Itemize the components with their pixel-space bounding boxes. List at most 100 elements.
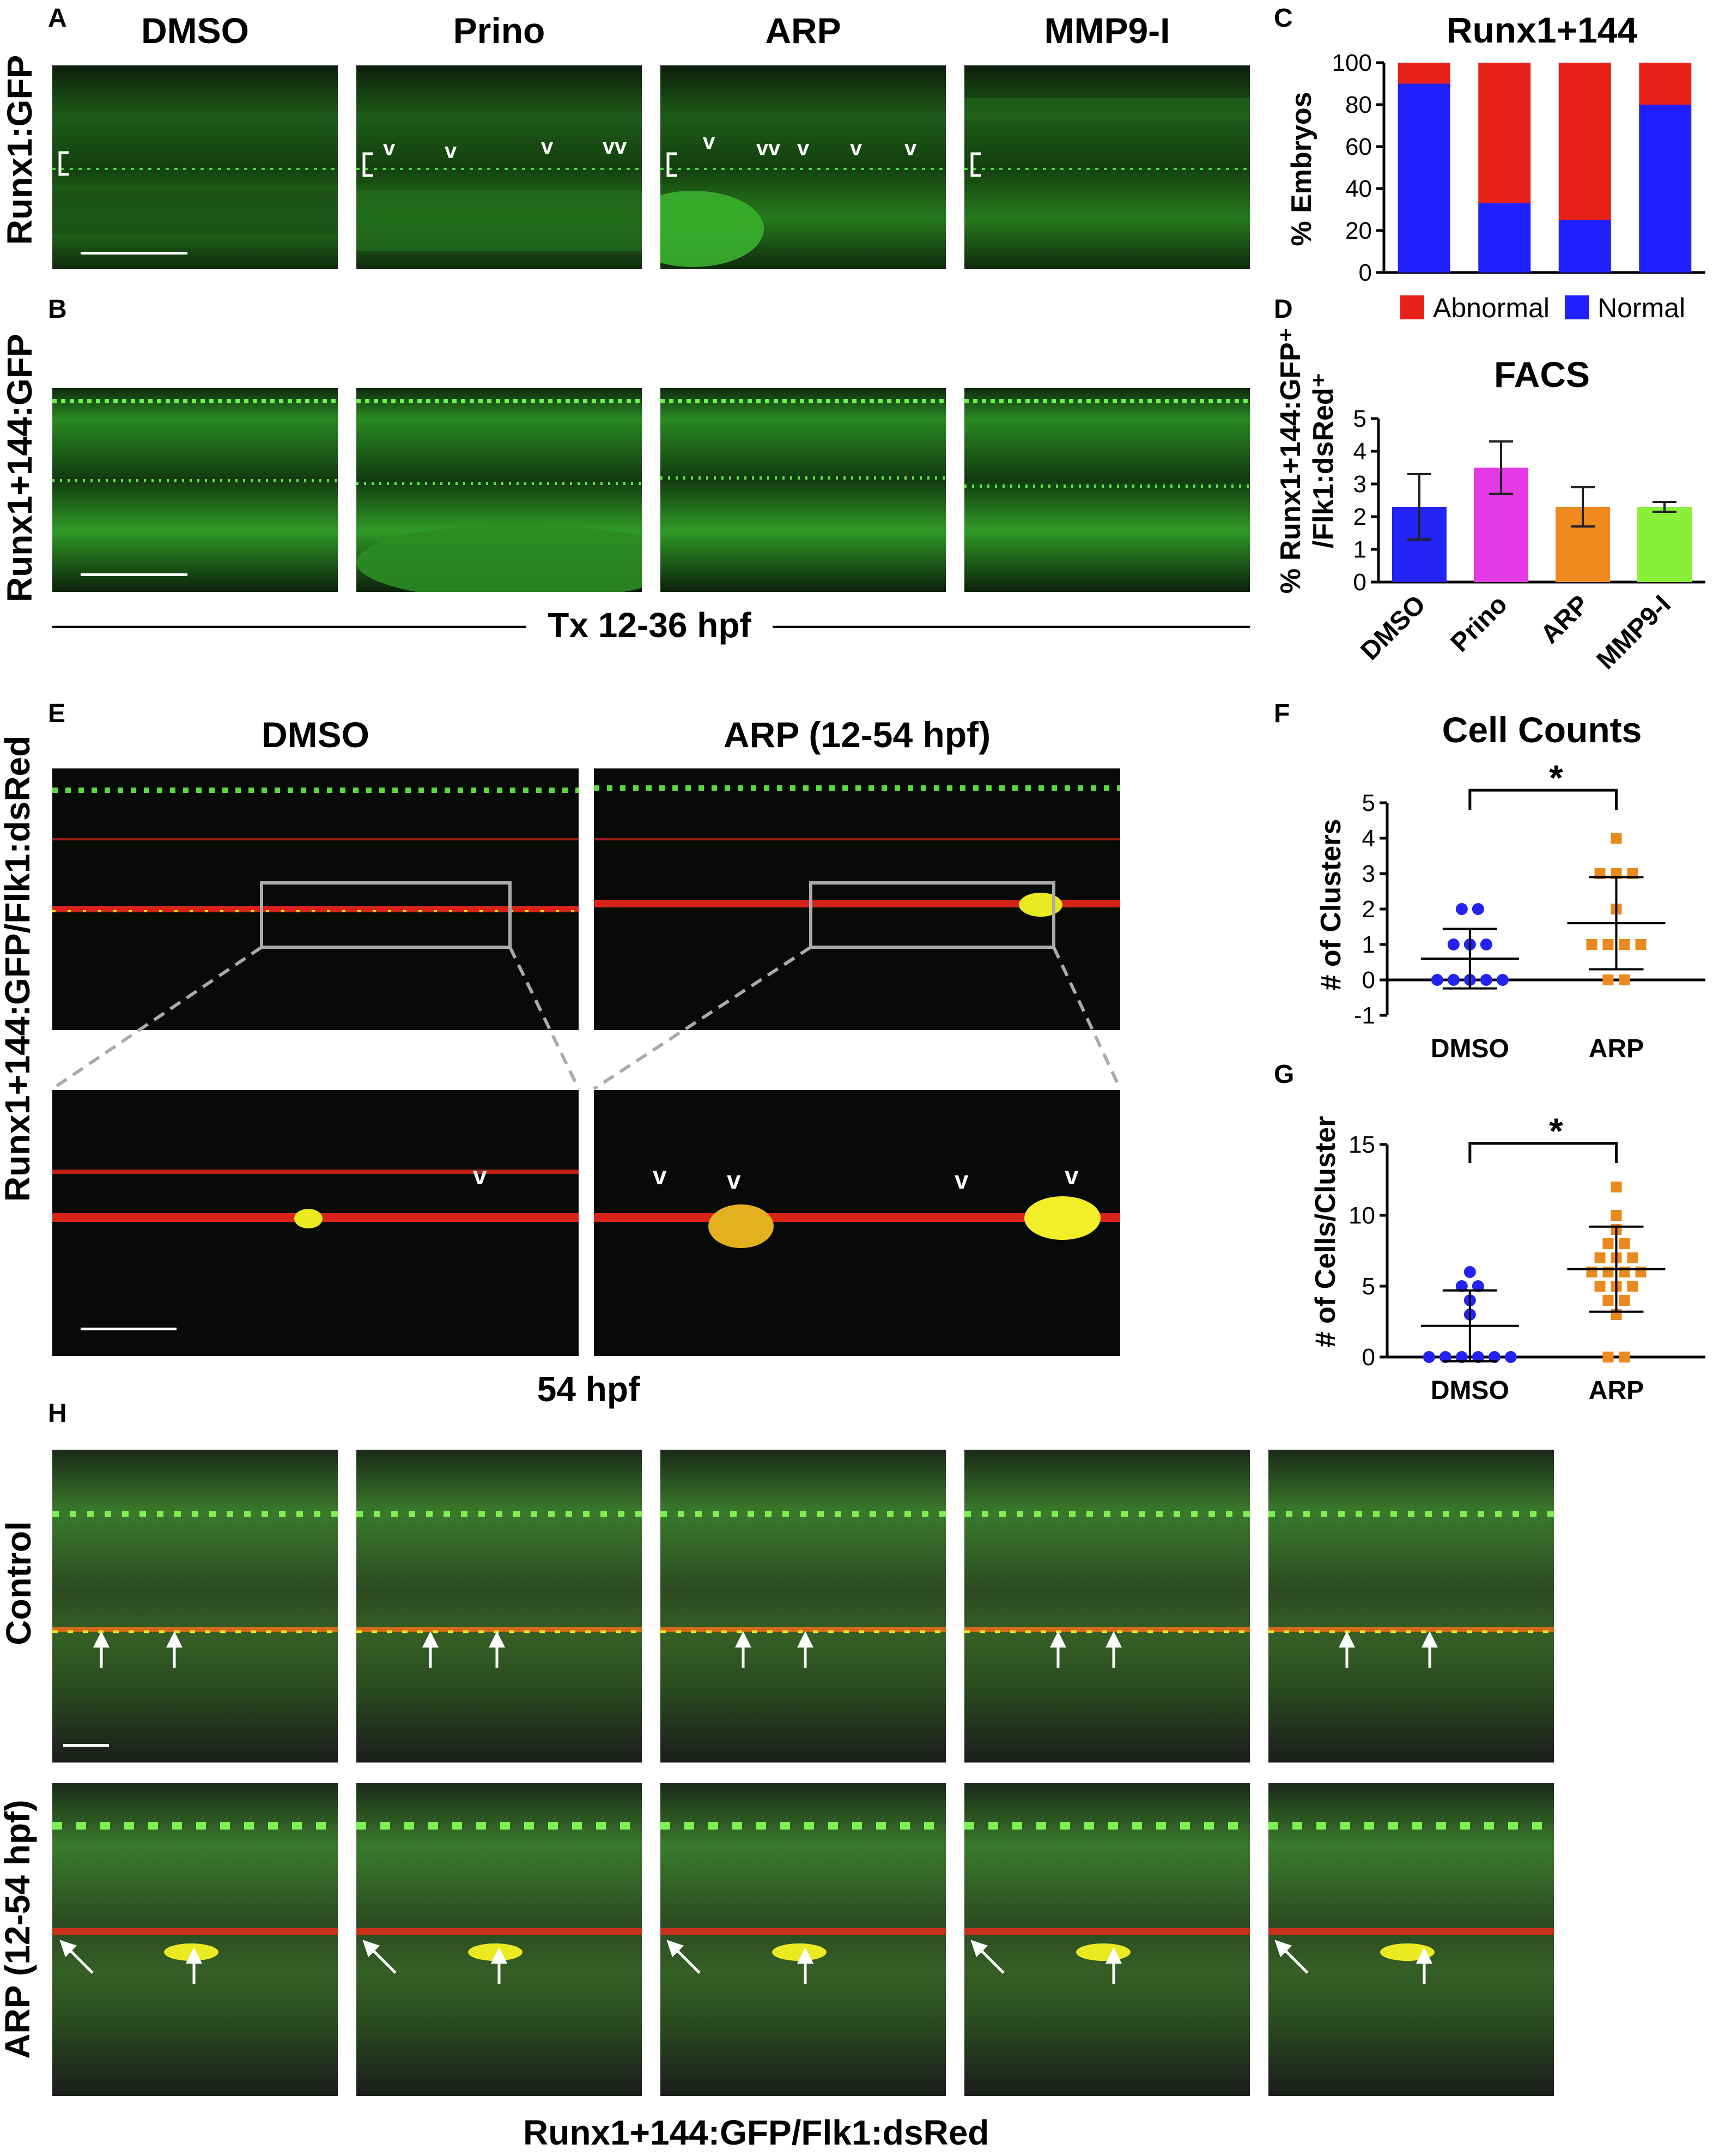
chart-d-ylabel-line2: /Flk1:dsRed⁺ [1308,373,1339,548]
chart-d-ylabel-line1: % Runx1+144:GFP⁺ [1275,328,1307,593]
panel-e-image-dmso-overview [52,768,579,1030]
chart-c-ytick-label: 40 [1345,175,1372,202]
panel-h-arrows [59,1631,1438,1984]
chart-f-point-arp [1602,974,1614,985]
chart-g-xtick-label: ARP [1589,1376,1644,1405]
chart-g-point-arp [1619,1352,1630,1362]
chart-f-xtick-label: ARP [1589,1034,1644,1063]
panel-label-d: D [1274,295,1293,324]
panel-h-arp-frame-2 [356,1783,642,2096]
chart-d-ytick-label: 2 [1353,504,1366,530]
panel-a-image-mmp9i [964,65,1250,269]
e-column-title-dmso: DMSO [262,714,369,755]
chart-c-bar-normal [1398,83,1450,272]
panel-e-zoom-annotations [51,881,1122,1091]
chart-d-ytick-label: 5 [1353,405,1366,432]
chart-g-point-arp [1627,1281,1638,1292]
chart-d-plot [1377,419,1705,584]
panel-label-e: E [48,699,66,728]
chart-g-significance: * [1549,1111,1563,1151]
chart-c-bar-abnormal [1398,63,1450,84]
arrowhead-icon: v [768,136,781,160]
chart-g-point-arp [1594,1252,1606,1263]
chart-g-point-arp [1619,1295,1630,1306]
panel-a-image-dmso [52,65,338,269]
chart-d-xtick-label: DMSO [1355,590,1431,665]
chart-c-ytick-label: 20 [1345,217,1372,244]
chart-g-point-dmso [1472,1280,1484,1292]
chart-c-ytick-label: 0 [1359,259,1372,286]
chart-g-point-dmso [1439,1351,1451,1363]
chart-f-point-arp [1619,939,1630,950]
column-title-prino: Prino [453,10,545,51]
chart-d-xtick-label: Prino [1445,590,1513,657]
chart-c-ytick-label: 80 [1345,92,1372,118]
chart-f-ytick-label: 5 [1362,790,1375,816]
chart-g-point-arp [1627,1252,1638,1263]
chart-f-point-arp [1619,974,1630,985]
chart-d-xtick-label: ARP [1535,590,1595,649]
chart-f-ytick-label: 2 [1362,896,1375,923]
chart-g-point-dmso [1455,1351,1468,1363]
chart-c-bar-abnormal [1558,63,1611,220]
chart-c-ticks: 0 20 40 60 80 100 [1332,50,1384,286]
treatment-rule-left [52,626,526,628]
panel-b-image-arp [660,388,946,592]
legend-abnormal-label: Abnormal [1433,293,1550,323]
panel-label-f: F [1274,699,1290,728]
panel-h-control-frame-2 [356,1450,642,1763]
chart-g-ticks: 0 5 10 15 DMSO ARP [1349,1131,1644,1405]
panel-h-control-frame-3 [660,1450,946,1763]
panel-h-arp-frame-3 [660,1783,946,2096]
chart-g-point-arp [1594,1281,1606,1292]
chart-d-bar [1637,507,1692,582]
chart-g-point-arp [1611,1182,1622,1192]
panel-a-annotations [58,151,981,177]
chart-c-ylabel: % Embryos [1286,92,1317,246]
chart-g-point-dmso [1423,1351,1435,1363]
panel-h-arp-frame-5 [1268,1783,1554,2096]
e-caption: 54 hpf [537,1370,640,1409]
chart-g-point-dmso [1463,1266,1476,1278]
panel-h-control-frame-4 [964,1450,1250,1763]
chart-g-ytick-label: 0 [1362,1344,1375,1371]
panel-e-image-arp-overview [594,768,1120,1030]
chart-g-point-dmso [1504,1351,1517,1363]
chart-g-point-arp [1602,1352,1614,1362]
chart-d-ytick-label: 1 [1353,536,1366,563]
legend-normal-label: Normal [1597,293,1685,323]
chart-f: Cell Counts # of Clusters -1 0 1 2 3 4 5 DMSO AR… [1315,710,1705,1063]
arrowhead-icon: v [603,135,615,159]
column-title-mmp9i: MMP9-I [1044,10,1170,51]
chart-f-point-dmso [1480,974,1492,986]
panel-label-a: A [48,4,67,33]
chart-f-title: Cell Counts [1442,710,1642,750]
chart-f-point-dmso [1447,974,1460,986]
chart-f-ytick-label: 4 [1362,825,1375,852]
legend-abnormal-swatch [1400,295,1424,319]
panel-e-image-dmso-zoom [52,1090,579,1356]
chart-f-point-dmso [1496,974,1509,986]
arrowhead-icon: v [445,139,457,163]
panel-label-b: B [48,295,67,324]
panel-a-image-arp [660,65,946,269]
chart-g-point-arp [1611,1210,1622,1221]
panel-h-arp-frame-1 [52,1783,338,2096]
treatment-rule-right [773,626,1250,628]
chart-d-title: FACS [1494,354,1590,395]
chart-f-point-dmso [1447,938,1460,950]
chart-f-point-arp [1602,939,1614,950]
chart-g-point-arp [1619,1238,1630,1249]
panel-e-arrowheads: v v v v v [0,1161,1144,1215]
column-title-dmso: DMSO [141,10,249,51]
chart-c-bar-normal [1478,203,1531,272]
chart-g-ytick-label: 5 [1362,1273,1375,1300]
chart-c-bar-abnormal [1639,63,1692,105]
panel-e-image-arp-zoom [594,1090,1120,1356]
chart-f-ytick-label: 1 [1362,931,1375,958]
chart-d: FACS % Runx1+144:GFP⁺ /Flk1:dsRed⁺ 0 1 2 3 4… [1275,328,1705,675]
chart-d-ytick-label: 0 [1353,569,1366,596]
chart-g-ytick-label: 10 [1349,1202,1375,1229]
chart-g: # of Cells/Cluster 0 5 10 15 DMSO ARP * [1310,1111,1705,1405]
chart-c-ytick-label: 100 [1332,50,1372,76]
